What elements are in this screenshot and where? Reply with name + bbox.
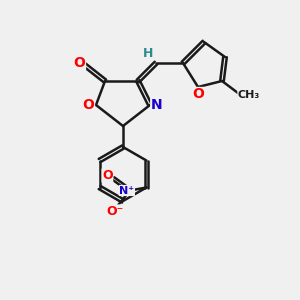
Text: O: O: [102, 169, 113, 182]
Text: O⁻: O⁻: [106, 205, 124, 218]
Text: CH₃: CH₃: [238, 89, 260, 100]
Text: N: N: [151, 98, 162, 112]
Text: O: O: [74, 56, 86, 70]
Text: H: H: [143, 47, 154, 60]
Text: O: O: [192, 88, 204, 101]
Text: N⁺: N⁺: [119, 185, 134, 196]
Text: O: O: [82, 98, 94, 112]
